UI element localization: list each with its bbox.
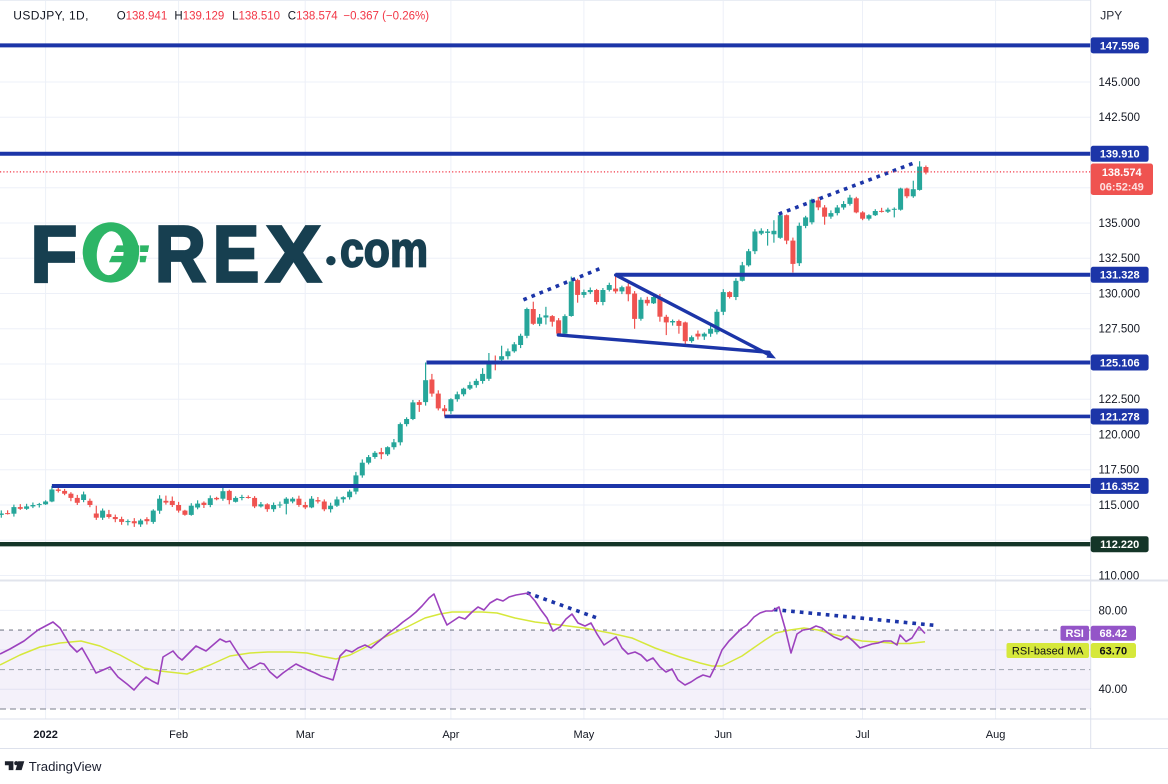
svg-text:Jul: Jul — [855, 729, 869, 741]
svg-text:Aug: Aug — [986, 729, 1006, 741]
svg-text:Mar: Mar — [296, 729, 315, 741]
svg-text:112.220: 112.220 — [1100, 539, 1139, 551]
svg-text:122.500: 122.500 — [1099, 394, 1141, 406]
svg-text:117.500: 117.500 — [1099, 465, 1140, 477]
svg-text:X: X — [266, 210, 321, 299]
svg-text:142.500: 142.500 — [1099, 112, 1141, 124]
svg-text:132.500: 132.500 — [1099, 253, 1141, 265]
svg-text:TradingView: TradingView — [29, 759, 102, 774]
svg-text:RSI: RSI — [1066, 628, 1084, 640]
svg-text:C138.574: C138.574 — [288, 11, 338, 23]
svg-text:E: E — [213, 210, 260, 299]
svg-text:120.000: 120.000 — [1099, 429, 1141, 441]
svg-text:H139.129: H139.129 — [174, 11, 224, 23]
svg-text:2022: 2022 — [33, 729, 57, 741]
svg-text:06:52:49: 06:52:49 — [1100, 182, 1144, 194]
svg-text:127.500: 127.500 — [1099, 324, 1141, 336]
svg-text:138.574: 138.574 — [1102, 167, 1143, 179]
svg-text:121.278: 121.278 — [1100, 411, 1140, 423]
svg-text:F: F — [30, 210, 77, 299]
svg-text:May: May — [574, 729, 595, 741]
svg-text:L138.510: L138.510 — [232, 11, 280, 23]
svg-text:110.000: 110.000 — [1099, 570, 1140, 582]
svg-text:−0.367 (−0.26%): −0.367 (−0.26%) — [343, 11, 429, 23]
svg-text:131.328: 131.328 — [1100, 270, 1140, 282]
svg-text:Apr: Apr — [442, 729, 459, 741]
svg-text:115.000: 115.000 — [1099, 500, 1140, 512]
svg-text:Jun: Jun — [714, 729, 732, 741]
svg-text:145.000: 145.000 — [1099, 77, 1141, 89]
svg-text:116.352: 116.352 — [1100, 481, 1139, 493]
svg-text:R: R — [155, 210, 206, 299]
svg-text:139.910: 139.910 — [1100, 149, 1140, 161]
svg-text:USDJPY, 1D,: USDJPY, 1D, — [13, 9, 89, 23]
svg-text:125.106: 125.106 — [1100, 358, 1140, 370]
svg-text:80.00: 80.00 — [1099, 605, 1128, 617]
svg-text:40.00: 40.00 — [1099, 684, 1128, 696]
svg-text:Feb: Feb — [169, 729, 188, 741]
svg-text:63.70: 63.70 — [1100, 646, 1128, 658]
svg-text:135.000: 135.000 — [1099, 218, 1141, 230]
svg-text:O138.941: O138.941 — [117, 11, 168, 23]
svg-text:RSI-based MA: RSI-based MA — [1012, 645, 1084, 657]
svg-text:68.42: 68.42 — [1100, 628, 1128, 640]
svg-text:147.596: 147.596 — [1100, 40, 1140, 52]
svg-text:JPY: JPY — [1100, 9, 1122, 23]
svg-text:com: com — [340, 223, 428, 278]
svg-text:130.000: 130.000 — [1099, 288, 1141, 300]
